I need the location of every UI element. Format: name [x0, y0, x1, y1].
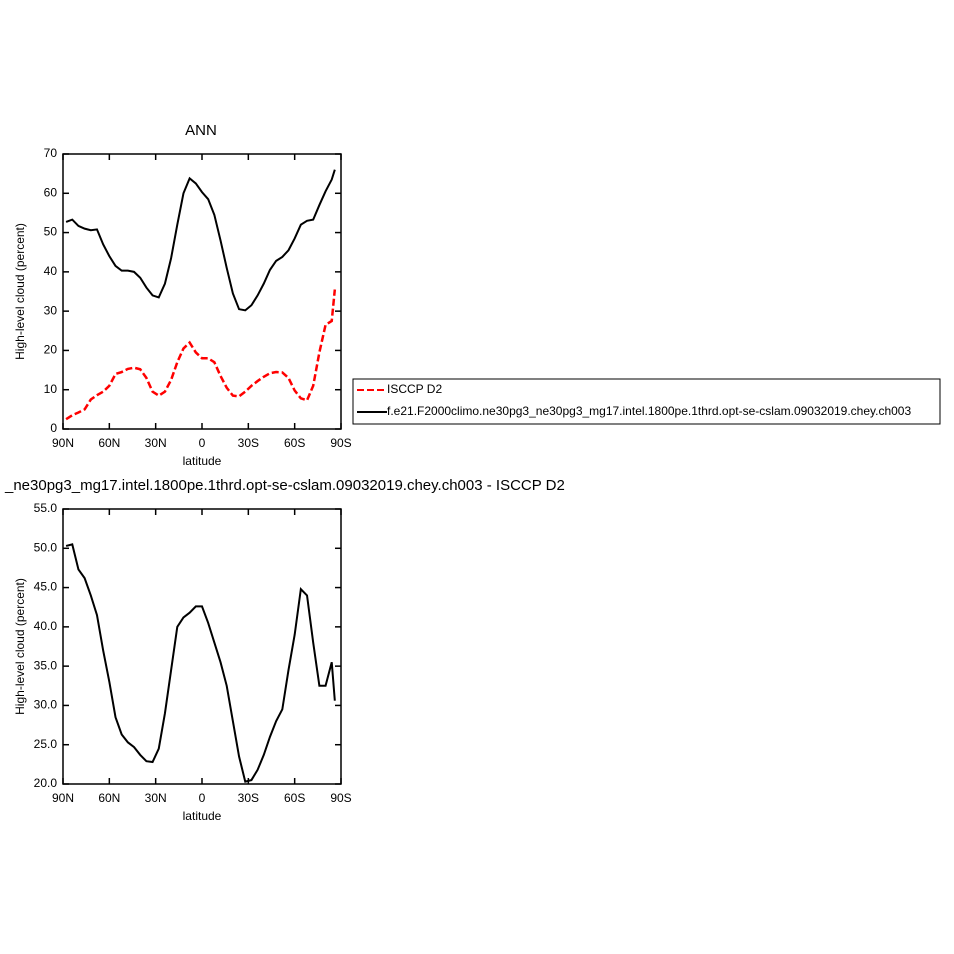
y-tick-label: 50.0	[34, 540, 58, 554]
x-tick-label: 60N	[98, 436, 120, 450]
chart-title: _ne30pg3_mg17.intel.1800pe.1thrd.opt-se-…	[4, 477, 565, 494]
legend-box	[352, 378, 941, 425]
x-tick-label: 0	[199, 436, 206, 450]
x-tick-label: 90S	[330, 791, 351, 805]
x-tick-label: 90N	[52, 791, 74, 805]
legend-label: f.e21.F2000climo.ne30pg3_ne30pg3_mg17.in…	[387, 404, 911, 418]
y-tick-label: 70	[44, 146, 58, 160]
y-tick-label: 10	[44, 382, 58, 396]
y-tick-label: 30	[44, 303, 58, 317]
x-tick-label: 30N	[145, 791, 167, 805]
y-axis-label: High-level cloud (percent)	[13, 223, 27, 360]
legend-label: ISCCP D2	[387, 382, 442, 396]
y-axis-label: High-level cloud (percent)	[13, 578, 27, 715]
data-line	[65, 169, 336, 312]
plot-frame	[62, 153, 342, 430]
x-axis-label: latitude	[183, 809, 222, 823]
y-tick-label: 60	[44, 185, 58, 199]
chart-title: ANN	[185, 122, 217, 139]
data-line	[65, 543, 336, 783]
x-tick-label: 60N	[98, 791, 120, 805]
y-tick-label: 25.0	[34, 737, 58, 751]
x-tick-label: 90N	[52, 436, 74, 450]
y-tick-label: 50	[44, 225, 58, 239]
x-tick-label: 60S	[284, 436, 305, 450]
y-tick-label: 0	[50, 421, 57, 435]
x-tick-label: 90S	[330, 436, 351, 450]
x-tick-label: 30S	[238, 791, 259, 805]
x-tick-label: 0	[199, 791, 206, 805]
y-tick-label: 55.0	[34, 501, 58, 515]
x-tick-label: 30N	[145, 436, 167, 450]
y-tick-label: 30.0	[34, 698, 58, 712]
y-tick-label: 40.0	[34, 619, 58, 633]
data-line	[65, 289, 337, 421]
y-tick-label: 45.0	[34, 580, 58, 594]
y-tick-label: 20	[44, 343, 58, 357]
y-tick-label: 35.0	[34, 658, 58, 672]
x-tick-label: 60S	[284, 791, 305, 805]
plot-frame	[62, 508, 342, 785]
y-tick-label: 20.0	[34, 776, 58, 790]
x-axis-label: latitude	[183, 454, 222, 468]
x-tick-label: 30S	[238, 436, 259, 450]
y-tick-label: 40	[44, 264, 58, 278]
